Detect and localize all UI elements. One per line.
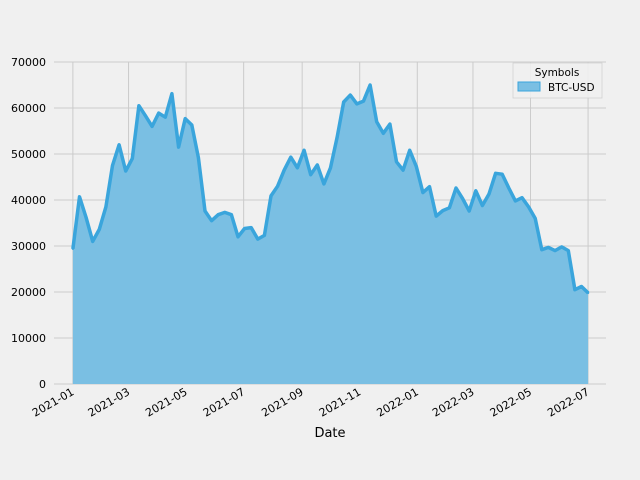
data-point (197, 156, 200, 159)
data-point (342, 100, 345, 104)
data-point (223, 211, 226, 214)
data-point (177, 145, 180, 149)
data-point (98, 228, 101, 231)
series-layer (71, 83, 590, 384)
data-point (269, 194, 273, 198)
data-point (395, 160, 398, 163)
data-point (296, 166, 299, 169)
data-point (401, 168, 405, 172)
data-point (527, 205, 530, 209)
data-point (329, 166, 332, 169)
data-point (461, 197, 464, 200)
y-tick-label: 30000 (11, 240, 46, 253)
data-point (388, 122, 392, 126)
data-point (157, 111, 160, 115)
data-point (408, 149, 411, 152)
data-point (553, 249, 557, 252)
data-point (355, 102, 359, 106)
data-point (514, 199, 517, 203)
data-point (263, 234, 266, 237)
data-point (547, 246, 550, 249)
data-point (203, 209, 207, 213)
y-tick-label: 40000 (11, 194, 46, 207)
data-point (362, 99, 365, 103)
y-axis-ticks: 0 10000 20000 30000 40000 50000 60000 70000 (11, 56, 46, 391)
data-point (322, 182, 326, 186)
y-tick-label: 0 (39, 378, 46, 391)
data-point (415, 165, 418, 168)
data-point (190, 123, 193, 127)
data-point (580, 285, 583, 288)
data-point (78, 195, 81, 198)
legend-swatch-btc-usd (517, 81, 541, 92)
data-point (84, 216, 88, 219)
data-point (91, 240, 94, 243)
data-point (309, 173, 312, 176)
data-point (243, 227, 246, 230)
data-point (349, 93, 352, 97)
data-point (210, 219, 213, 222)
data-point (184, 117, 187, 120)
data-point (375, 120, 378, 124)
data-point (494, 172, 497, 175)
data-point (534, 217, 537, 220)
data-point (316, 163, 319, 167)
data-point (382, 132, 385, 135)
data-point (573, 288, 577, 291)
data-point (289, 156, 292, 159)
data-point (71, 247, 75, 250)
legend[interactable]: Symbols BTC-USD (512, 62, 603, 99)
data-point (501, 173, 504, 176)
y-tick-label: 20000 (11, 286, 46, 299)
data-point (448, 206, 451, 209)
data-point (111, 164, 114, 167)
data-point (474, 189, 477, 192)
data-point (236, 235, 240, 238)
data-point (131, 157, 134, 160)
data-point (104, 205, 108, 209)
x-axis-label: Date (314, 426, 345, 441)
y-tick-label: 70000 (11, 56, 46, 69)
data-point (421, 191, 425, 194)
data-point (170, 92, 174, 95)
data-point (567, 249, 570, 252)
y-tick-label: 10000 (11, 332, 46, 345)
data-point (454, 186, 458, 190)
data-point (586, 291, 590, 295)
data-point (428, 185, 431, 188)
data-point (441, 209, 444, 212)
data-point (150, 125, 154, 128)
data-point (217, 213, 220, 216)
series-area-btc-usd (72, 85, 589, 384)
data-point (250, 226, 253, 229)
data-point (144, 114, 147, 118)
data-point (507, 186, 510, 190)
data-point (468, 209, 471, 213)
data-point (137, 104, 141, 107)
data-point (481, 204, 484, 207)
legend-title: Symbols (535, 67, 580, 79)
legend-label-btc-usd: BTC-USD (548, 82, 595, 94)
data-point (283, 168, 286, 172)
data-point (302, 149, 306, 152)
data-point (435, 214, 438, 218)
y-tick-label: 50000 (11, 148, 46, 161)
data-point (256, 237, 259, 241)
data-point (117, 143, 121, 146)
data-point (560, 245, 563, 249)
data-point (164, 116, 167, 119)
data-point (368, 83, 372, 87)
data-point (540, 248, 543, 251)
legend-box (512, 62, 603, 99)
y-tick-label: 60000 (11, 102, 46, 115)
data-point (276, 185, 279, 188)
data-point (520, 196, 524, 199)
data-point (230, 213, 233, 216)
data-point (124, 169, 127, 173)
data-point (487, 192, 491, 196)
data-point (335, 136, 339, 139)
